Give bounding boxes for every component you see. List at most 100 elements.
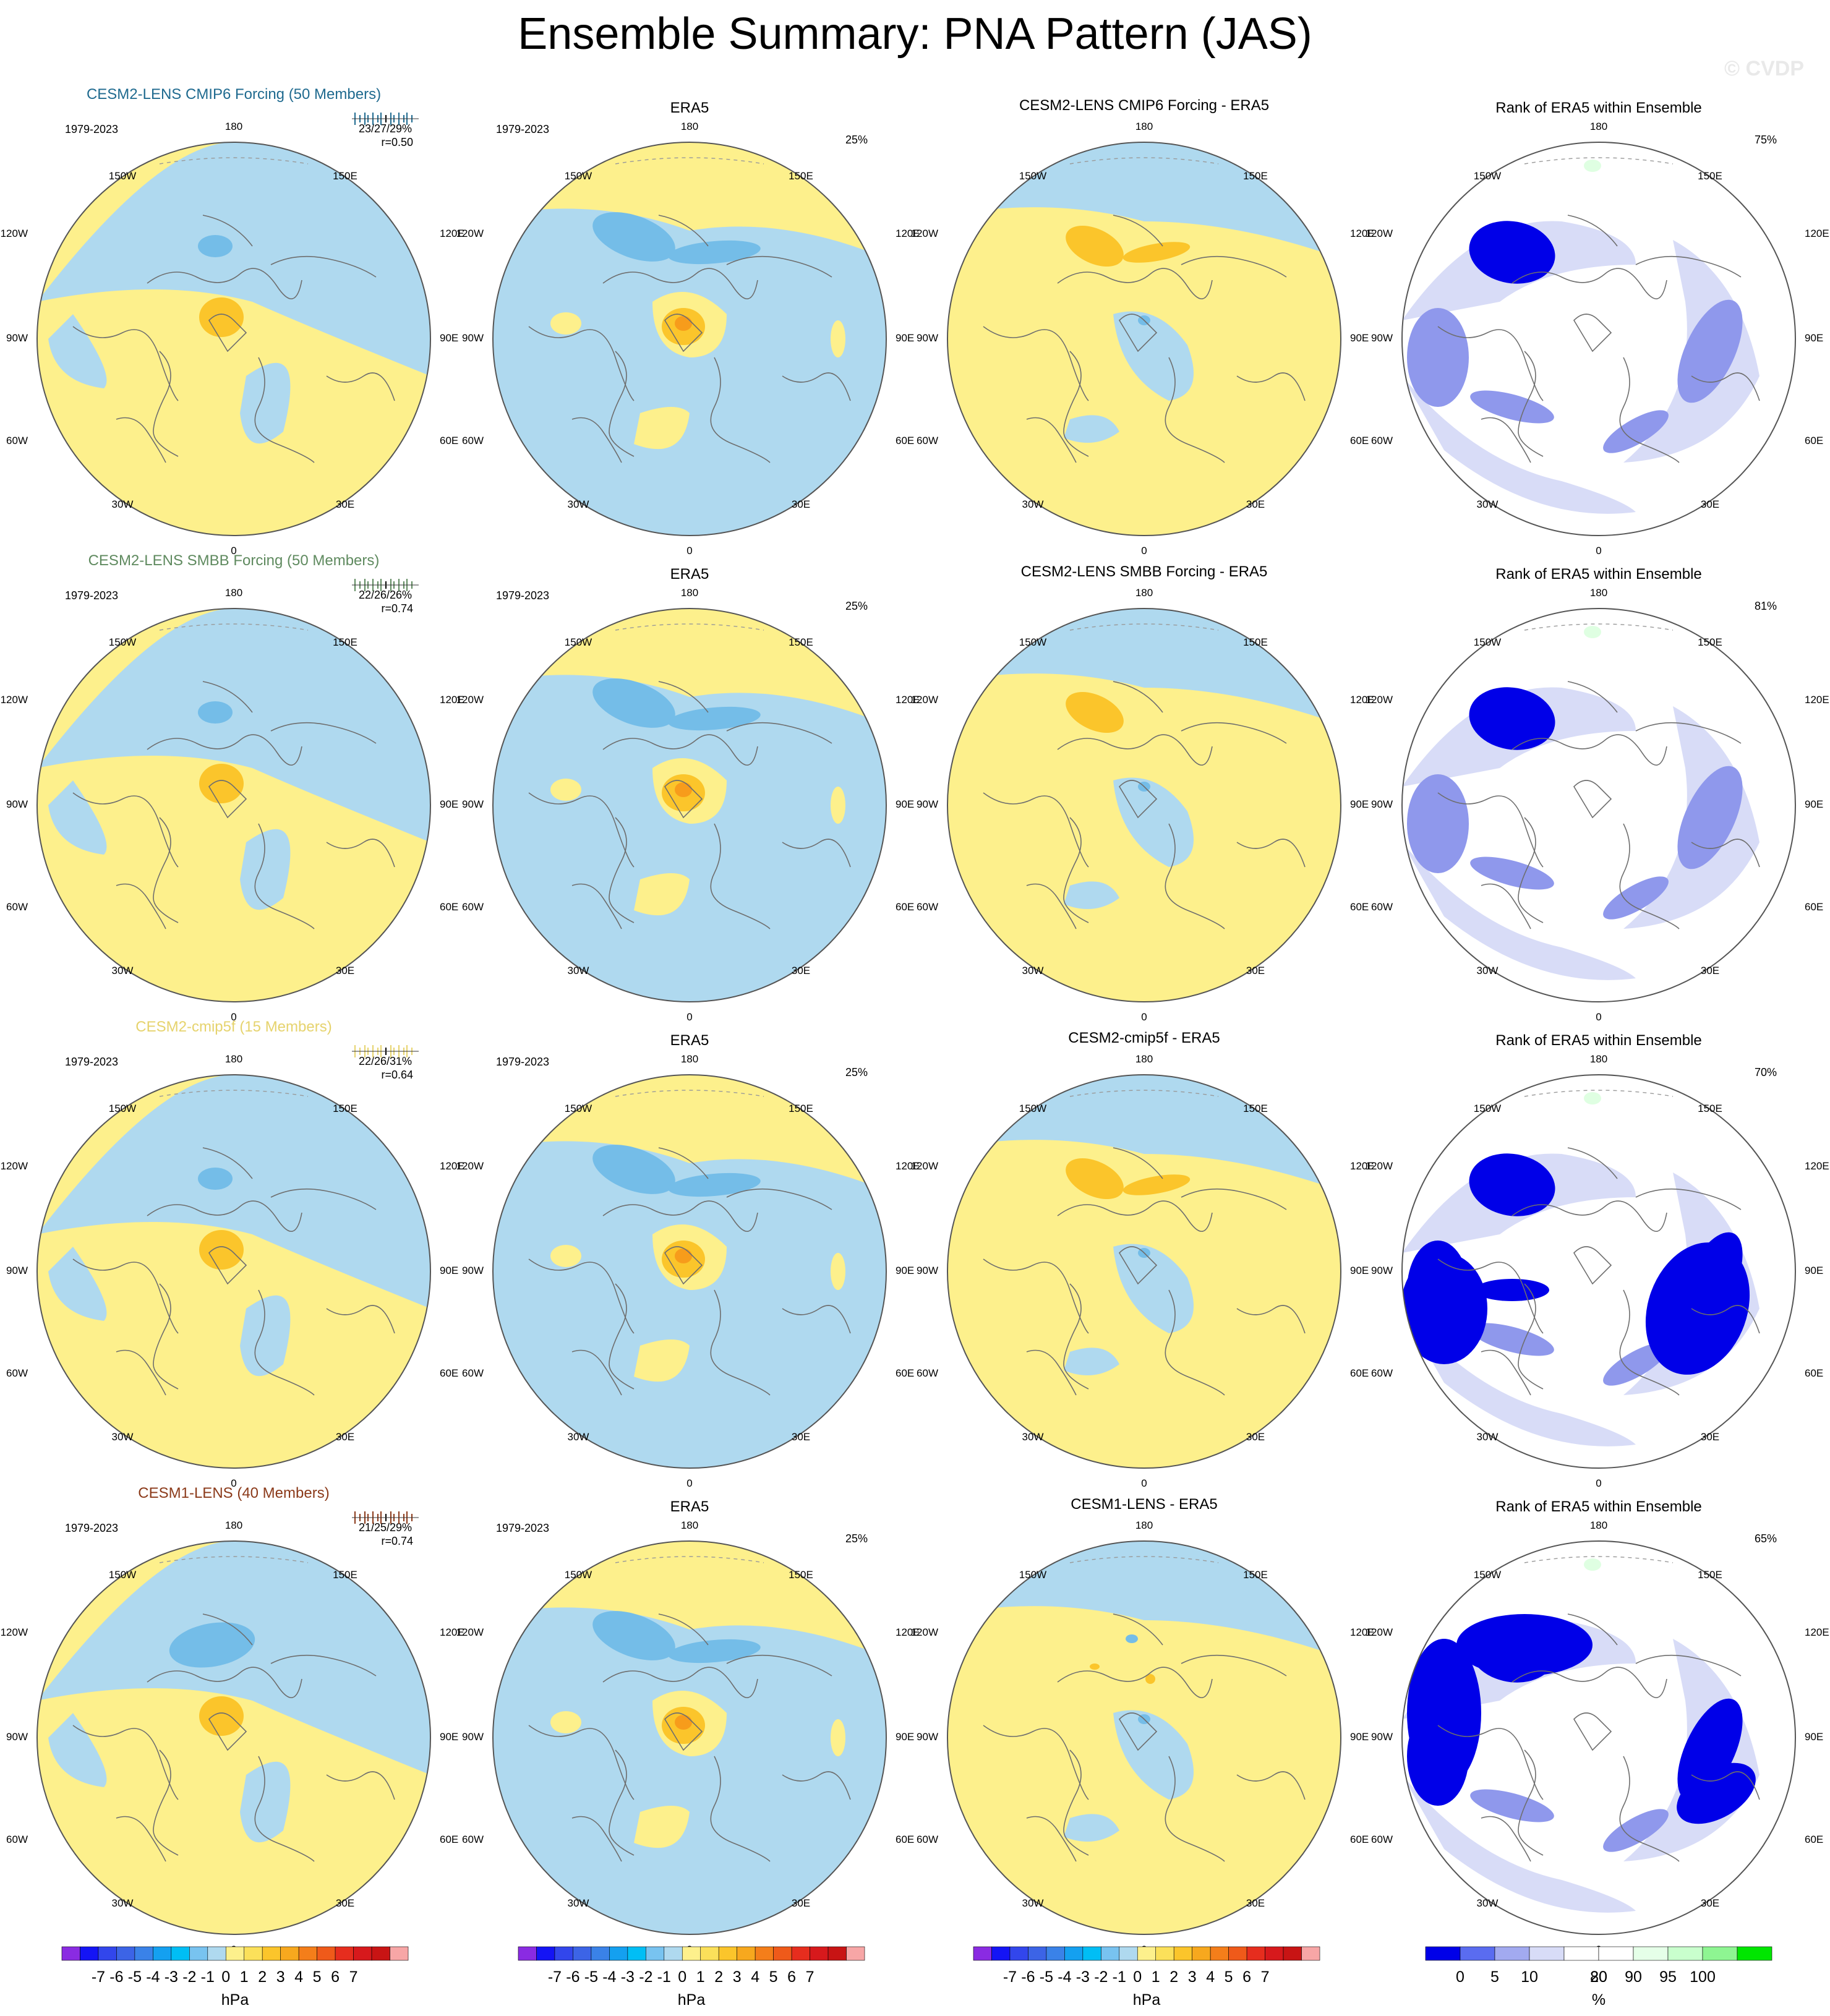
coastline: [254, 357, 315, 463]
colorbar-swatch: [573, 1946, 592, 1961]
coastline: [1518, 817, 1544, 923]
longitude-label: 150W: [1474, 636, 1501, 648]
coastline: [153, 1283, 179, 1390]
longitude-label: 60W: [917, 435, 938, 446]
longitude-label: 30E: [792, 498, 810, 510]
colorbar-swatch: [973, 1946, 992, 1961]
longitude-label: 180: [1135, 1053, 1153, 1065]
longitude-label: 60W: [462, 1367, 484, 1379]
variance-pct: 25%: [845, 600, 868, 612]
coastline: [609, 817, 635, 923]
longitude-label: 120W: [1366, 1160, 1393, 1172]
period-label: 1979-2023: [496, 589, 549, 602]
negative-region: [1113, 1710, 1194, 1800]
longitude-label: 150W: [1019, 1569, 1046, 1581]
panel-model: 180 150W 150E 120W 120E 90W 90E 60W 60E 30W 30E 0 CE…: [1, 1019, 464, 1489]
coastline: [710, 823, 771, 929]
panel-diff: 180 150W 150E 120W 120E 90W 90E 60W 60E 30W 30E 0 CE…: [911, 97, 1375, 557]
coastline: [1691, 1771, 1760, 1800]
rank-low: [1470, 856, 1554, 890]
variance-stats: 22/26/26%: [359, 589, 412, 601]
dateline-dashes: [615, 623, 764, 631]
rank-pct: 70%: [1755, 1066, 1777, 1078]
longitude-label: 90W: [917, 1731, 938, 1743]
coastline: [658, 1613, 709, 1646]
positive-patch: [831, 1253, 845, 1290]
coastline: [1635, 722, 1742, 744]
positive-inner: [675, 316, 692, 331]
longitude-label: 150E: [1243, 1569, 1268, 1581]
dateline-dashes: [1524, 157, 1674, 164]
coastline: [153, 351, 179, 457]
rank-panel-title: Rank of ERA5 within Ensemble: [1495, 566, 1702, 583]
colorbar-unit: hPa: [221, 1991, 249, 2009]
positive-core: [1122, 242, 1191, 263]
colorbar-swatch: [1265, 1946, 1284, 1961]
negative-region: [947, 609, 1341, 725]
coastline: [1165, 823, 1225, 929]
longitude-label: 90W: [917, 1265, 938, 1276]
longitude-label: 150E: [1243, 1103, 1268, 1114]
longitude-label: 90W: [1371, 332, 1393, 344]
colorbar-swatch: [262, 1946, 281, 1961]
panel-era5: 180 150W 150E 120W 120E 90W 90E 60W 60E 30W 30E 0 ER…: [456, 100, 920, 557]
longitude-label: 90W: [462, 1265, 484, 1276]
coastline: [1481, 1816, 1531, 1862]
colorbar-tick-label: -1: [1113, 1968, 1126, 1986]
longitude-label: 30E: [336, 1431, 354, 1443]
colorbar-tick-label: -4: [146, 1968, 160, 1986]
longitude-label: 120W: [911, 1160, 938, 1172]
colorbar-swatch: [335, 1946, 354, 1961]
longitude-label: 90E: [896, 332, 914, 344]
colorbar: -7 -6 -5 -4 -3 -2 -1 0 1 2 3 4 5 6 7 hPa: [973, 1946, 1320, 2009]
colorbar-tick-label: 90: [1625, 1968, 1642, 1986]
coastline: [710, 1289, 771, 1396]
longitude-label: 0: [1141, 1477, 1147, 1489]
colorbar-swatch: [518, 1946, 537, 1961]
coastline: [1573, 1246, 1612, 1285]
coastline: [326, 1771, 395, 1800]
colorbar-swatch: [1633, 1946, 1669, 1961]
longitude-label: 30W: [1477, 498, 1499, 510]
longitude-label: 90E: [440, 1731, 458, 1743]
longitude-label: 150E: [1698, 1569, 1722, 1581]
positive-region: [634, 407, 690, 450]
coastline: [1437, 1725, 1544, 1800]
negative-region: [48, 314, 107, 388]
longitude-label: 150W: [109, 636, 136, 648]
longitude-label: 150E: [333, 1569, 357, 1581]
longitude-label: 120E: [1805, 1626, 1829, 1638]
longitude-label: 30W: [1477, 1431, 1499, 1443]
coastline: [983, 1725, 1089, 1800]
longitude-label: 150E: [789, 636, 813, 648]
colorbar-tick-label: -3: [621, 1968, 635, 1986]
longitude-label: 150W: [1019, 170, 1046, 182]
positive-inner: [675, 782, 692, 797]
positive-patch: [550, 312, 581, 335]
colorbar-tick-label: -2: [1094, 1968, 1108, 1986]
longitude-label: 150W: [565, 636, 592, 648]
colorbar-tick-label: -7: [1003, 1968, 1017, 1986]
colorbar-tick-label: -7: [92, 1968, 105, 1986]
longitude-label: 180: [1590, 121, 1607, 132]
longitude-label: 150E: [333, 636, 357, 648]
model-panel-title: CESM1-LENS (40 Members): [138, 1485, 329, 1501]
coastline: [1181, 1188, 1287, 1210]
colorbar-swatch: [1246, 1946, 1265, 1961]
positive-core: [1122, 1174, 1191, 1195]
positive-core: [1066, 691, 1124, 733]
map-boundary: [1401, 1540, 1796, 1935]
longitude-label: 60W: [917, 1834, 938, 1845]
positive-patch: [831, 1719, 845, 1756]
longitude-label: 60W: [1371, 901, 1393, 913]
dateline-dashes: [159, 1090, 309, 1097]
colorbar-swatch: [682, 1946, 701, 1961]
coastline: [1057, 268, 1213, 299]
longitude-label: 180: [225, 121, 242, 132]
coastline: [1026, 1349, 1077, 1396]
longitude-label: 150E: [789, 170, 813, 182]
longitude-label: 90E: [440, 1265, 458, 1276]
coastline: [1165, 357, 1225, 463]
rank-very-low: [1407, 1639, 1481, 1787]
